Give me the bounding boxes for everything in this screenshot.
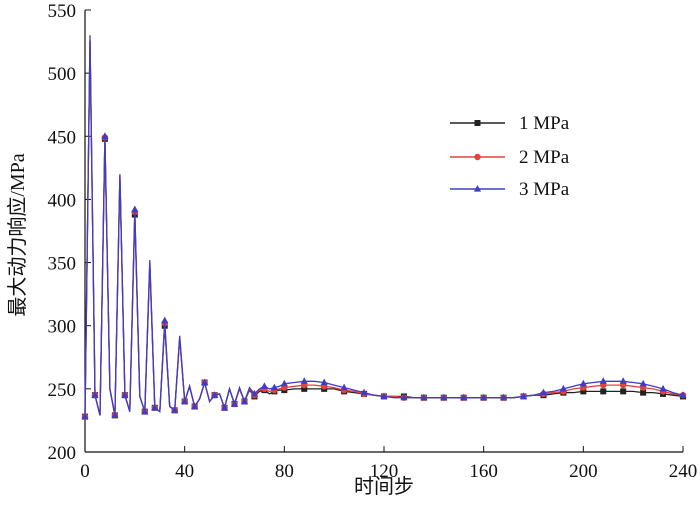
legend-marker xyxy=(474,153,481,161)
data-point xyxy=(640,389,647,396)
series-line xyxy=(84,35,684,417)
data-point xyxy=(181,397,189,405)
data-point xyxy=(619,377,627,384)
series-3 xyxy=(81,35,687,420)
data-point xyxy=(559,384,567,392)
data-point xyxy=(220,403,229,411)
y-tick-label: 500 xyxy=(48,64,77,85)
x-tick-label: 160 xyxy=(469,461,498,482)
y-tick-label: 450 xyxy=(48,127,77,148)
y-tick-label: 300 xyxy=(48,317,77,338)
data-point xyxy=(161,316,169,324)
data-point xyxy=(420,393,428,401)
legend-label: 1 MPa xyxy=(519,113,570,134)
data-point xyxy=(360,388,368,396)
data-point xyxy=(519,392,528,400)
data-point xyxy=(480,393,488,401)
series-2 xyxy=(81,40,687,420)
series-group xyxy=(81,35,687,420)
data-point xyxy=(101,132,109,139)
x-tick-label: 240 xyxy=(669,461,698,482)
data-point xyxy=(191,402,199,410)
data-point xyxy=(579,379,587,387)
series-1 xyxy=(82,41,686,420)
data-point xyxy=(600,388,607,395)
y-tick-label: 250 xyxy=(48,380,77,401)
data-point xyxy=(240,397,249,405)
x-axis-label: 时间步 xyxy=(354,475,414,498)
data-point xyxy=(270,383,278,391)
x-tick-label: 200 xyxy=(569,461,598,482)
data-point xyxy=(300,377,308,384)
x-tick-label: 80 xyxy=(275,461,294,482)
data-point xyxy=(280,379,288,387)
data-point xyxy=(171,406,179,413)
legend-item-1: 1 MPa xyxy=(450,113,570,134)
legend-item-3: 3 MPa xyxy=(450,179,570,200)
x-tick-label: 40 xyxy=(175,461,194,482)
legend-label: 3 MPa xyxy=(519,179,570,200)
y-axis-label: 最大动力响应/MPa xyxy=(6,153,29,316)
legend-item-2: 2 MPa xyxy=(450,147,570,168)
y-tick-label: 550 xyxy=(48,1,77,22)
data-point xyxy=(111,411,119,418)
series-line xyxy=(84,40,684,417)
data-point xyxy=(679,391,687,398)
data-point xyxy=(260,382,268,389)
y-tick-label: 350 xyxy=(48,254,77,275)
x-tick-label: 120 xyxy=(370,461,399,482)
data-point xyxy=(230,400,239,407)
data-point xyxy=(659,384,667,392)
data-point xyxy=(440,393,448,401)
data-point xyxy=(250,389,259,397)
legend: 1 MPa 2 MPa 3 MPa xyxy=(450,113,570,200)
x-tick-label: 0 xyxy=(80,461,90,482)
data-point xyxy=(639,379,647,387)
y-tick-label: 400 xyxy=(48,190,77,211)
legend-marker xyxy=(473,185,482,192)
data-point xyxy=(121,391,129,398)
data-point xyxy=(81,412,89,420)
series-line xyxy=(84,41,684,417)
data-point xyxy=(539,388,548,396)
data-point xyxy=(620,388,627,395)
data-point xyxy=(340,383,348,391)
data-point xyxy=(380,392,388,400)
data-point xyxy=(400,393,408,401)
data-point xyxy=(151,403,159,411)
axis-ticks: 0 40 80 120 160 200 240 200 250 300 350 400 450 500 55… xyxy=(48,1,698,482)
data-point xyxy=(91,391,99,398)
data-point xyxy=(131,205,139,213)
legend-label: 2 MPa xyxy=(519,147,570,168)
data-point xyxy=(301,385,308,392)
data-point xyxy=(580,388,587,395)
data-point xyxy=(320,378,328,386)
data-point xyxy=(141,407,149,415)
data-point xyxy=(599,377,607,384)
legend-marker xyxy=(474,120,481,126)
y-tick-label: 200 xyxy=(48,443,77,464)
data-point xyxy=(460,393,468,401)
data-point xyxy=(210,391,219,398)
data-point xyxy=(500,393,508,401)
data-point xyxy=(201,378,209,386)
